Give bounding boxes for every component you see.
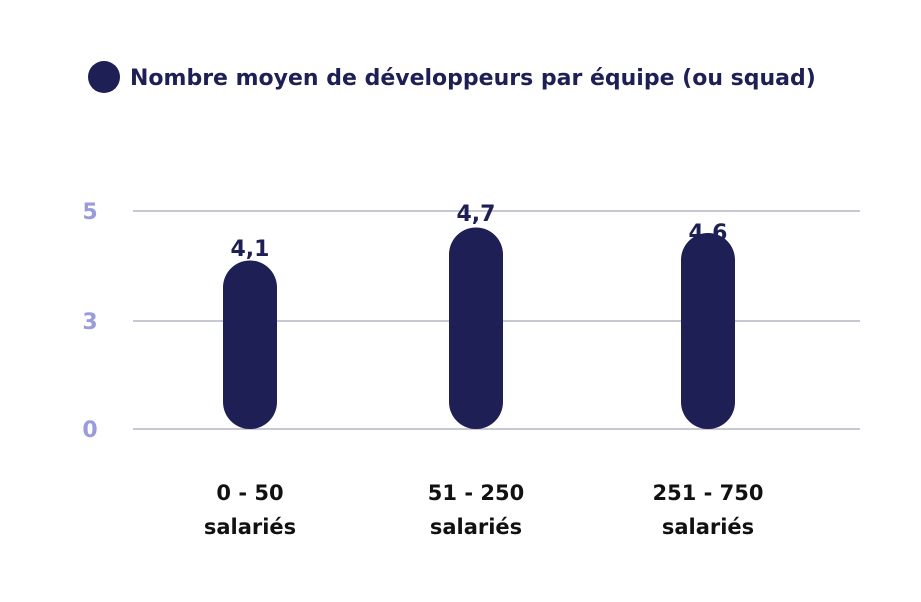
bar [449,227,503,429]
category-label: salariés [204,515,296,539]
y-tick-label: 0 [82,418,97,443]
y-axis-ticks: 5 3 0 [82,200,97,443]
legend-swatch [88,61,120,93]
bars [223,227,735,429]
category-label: salariés [662,515,754,539]
value-label: 4,7 [457,202,496,227]
category-labels: 0 - 50 salariés 51 - 250 salariés 251 - 750 s… [204,481,764,539]
legend: Nombre moyen de développeurs par équipe … [88,61,816,93]
category-label: salariés [430,515,522,539]
bar [681,233,735,429]
category-label: 0 - 50 [216,481,283,505]
category-label: 51 - 250 [428,481,524,505]
value-label: 4,1 [231,237,270,262]
legend-label: Nombre moyen de développeurs par équipe … [130,66,816,91]
category-label: 251 - 750 [652,481,763,505]
bar [223,260,277,429]
y-tick-label: 3 [82,310,97,335]
y-tick-label: 5 [82,200,97,225]
value-label: 4,6 [689,221,728,246]
value-labels: 4,1 4,7 4,6 [231,202,728,262]
